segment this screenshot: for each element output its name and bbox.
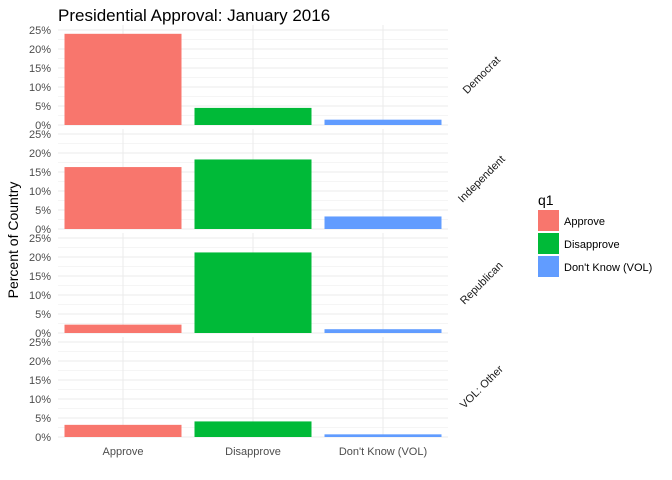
bar	[64, 167, 182, 229]
facet-strip-label: Democrat	[461, 54, 503, 96]
y-tick-label: 25%	[29, 25, 51, 37]
y-tick-label: 0%	[35, 328, 51, 340]
legend-entry-label: Disapprove	[564, 239, 620, 251]
facet-strip-label: Independent	[456, 154, 508, 206]
y-tick-label: 25%	[29, 337, 51, 349]
y-tick-label: 15%	[29, 271, 51, 283]
y-tick-label: 0%	[35, 120, 51, 132]
y-tick-label: 15%	[29, 63, 51, 75]
bar	[324, 329, 442, 333]
y-tick-label: 25%	[29, 129, 51, 141]
bar	[194, 107, 312, 125]
facet-strip-label: Republican	[458, 260, 505, 307]
y-tick-label: 5%	[35, 309, 51, 321]
chart-title: Presidential Approval: January 2016	[58, 6, 330, 25]
legend-title: q1	[538, 192, 554, 208]
x-tick-label: Disapprove	[225, 446, 281, 458]
x-tick-label: Don't Know (VOL)	[339, 446, 427, 458]
y-tick-label: 15%	[29, 167, 51, 179]
bar	[194, 252, 312, 333]
legend-entry-label: Approve	[564, 216, 605, 228]
legend-swatch	[538, 210, 559, 231]
y-tick-label: 20%	[29, 44, 51, 56]
bar	[64, 33, 182, 125]
y-tick-label: 10%	[29, 394, 51, 406]
facet-panel: 0% 5% 10% 15% 20% 25% Republican	[29, 233, 506, 340]
bar	[324, 434, 442, 437]
x-axis-ticks: Approve Disapprove Don't Know (VOL)	[103, 446, 428, 458]
facet-panel: 0% 5% 10% 15% 20% 25% Democrat	[29, 25, 503, 132]
y-tick-label: 0%	[35, 432, 51, 444]
bar	[194, 159, 312, 229]
y-axis-label: Percent of Country	[5, 182, 21, 299]
y-tick-label: 5%	[35, 413, 51, 425]
y-tick-label: 10%	[29, 290, 51, 302]
y-tick-label: 10%	[29, 186, 51, 198]
legend-swatch	[538, 233, 559, 254]
y-tick-label: 20%	[29, 148, 51, 160]
y-tick-label: 10%	[29, 82, 51, 94]
legend-entry-label: Don't Know (VOL)	[564, 262, 652, 274]
bar	[64, 324, 182, 333]
y-tick-label: 25%	[29, 233, 51, 245]
y-tick-label: 5%	[35, 101, 51, 113]
x-tick-label: Approve	[103, 446, 144, 458]
facet-panel: 0% 5% 10% 15% 20% 25% Independent	[29, 129, 508, 236]
bar	[64, 424, 182, 437]
bar	[324, 216, 442, 229]
y-tick-label: 15%	[29, 375, 51, 387]
bar	[324, 119, 442, 125]
legend-swatch	[538, 256, 559, 277]
y-tick-label: 20%	[29, 356, 51, 368]
y-tick-label: 0%	[35, 224, 51, 236]
legend: q1 Approve Disapprove Don't Know (VOL)	[538, 192, 652, 277]
y-tick-label: 20%	[29, 252, 51, 264]
y-tick-label: 5%	[35, 205, 51, 217]
facet-panel: 0% 5% 10% 15% 20% 25% VOL: Other	[29, 337, 506, 444]
bar	[194, 421, 312, 437]
facet-strip-label: VOL: Other	[458, 363, 506, 411]
facet-panels: 0% 5% 10% 15% 20% 25% Democrat 0% 5% 10% 15% 20% 25%…	[29, 25, 508, 444]
